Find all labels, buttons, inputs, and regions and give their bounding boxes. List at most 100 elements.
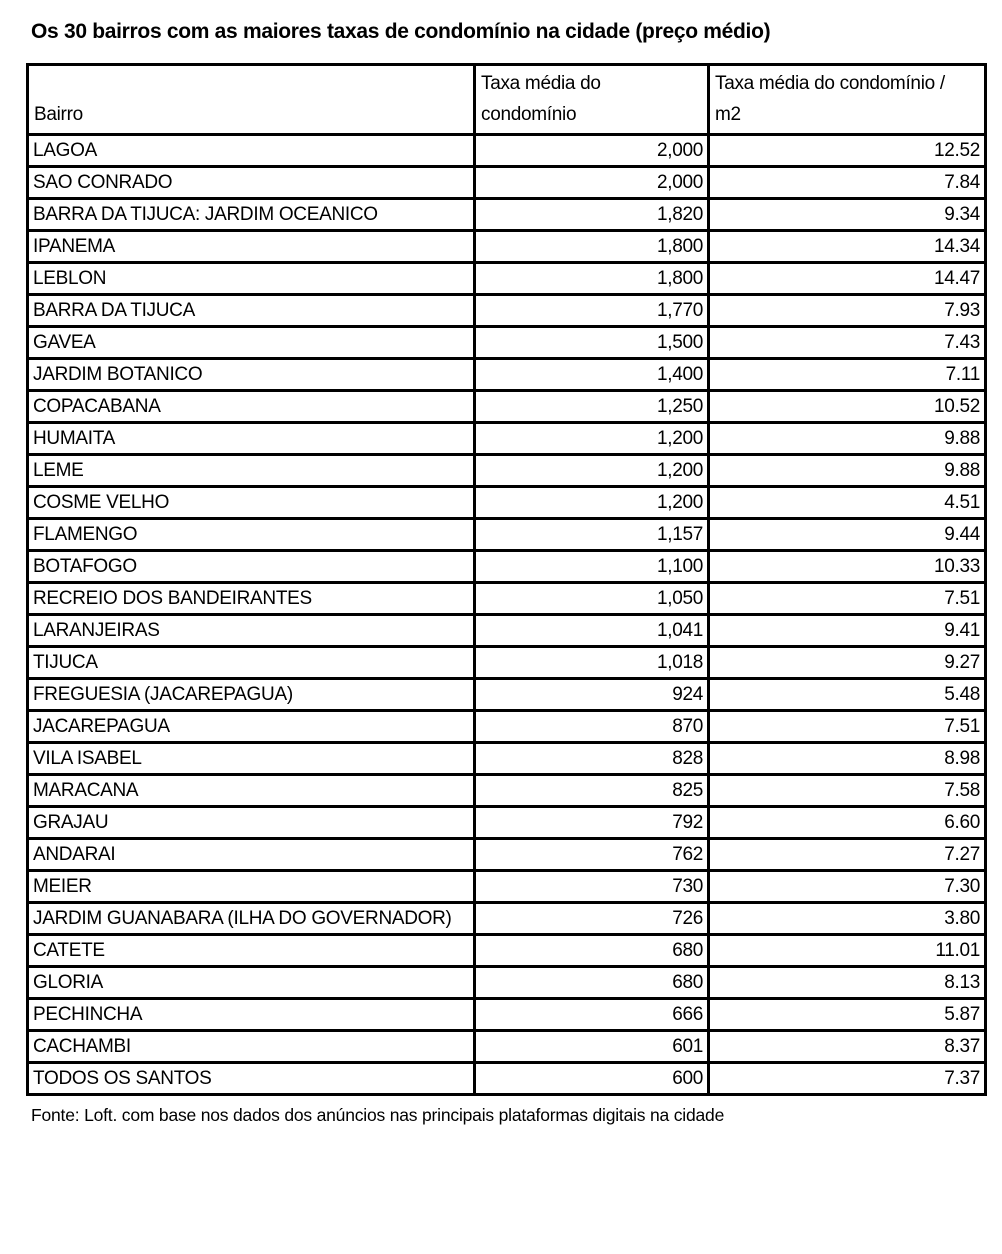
taxa-media-cell: 792 bbox=[473, 805, 710, 840]
bairro-cell: BARRA DA TIJUCA: JARDIM OCEANICO bbox=[26, 197, 476, 232]
taxa-media-cell: 825 bbox=[473, 773, 710, 808]
taxa-m2-cell: 9.27 bbox=[707, 645, 987, 680]
taxa-media-cell: 1,200 bbox=[473, 421, 710, 456]
bairro-cell: TODOS OS SANTOS bbox=[26, 1061, 476, 1096]
table-row: IPANEMA 1,800 14.34 bbox=[26, 229, 987, 264]
source-note: Fonte: Loft. com base nos dados dos anún… bbox=[31, 1105, 725, 1125]
table-row: FLAMENGO 1,157 9.44 bbox=[26, 517, 987, 552]
taxa-media-cell: 1,200 bbox=[473, 453, 710, 488]
bairro-cell: JARDIM GUANABARA (ILHA DO GOVERNADOR) bbox=[26, 901, 476, 936]
table-body: LAGOA 2,000 12.52 SAO CONRADO 2,000 7.84 BARRA… bbox=[26, 133, 987, 1096]
taxa-m2-cell: 10.52 bbox=[707, 389, 987, 424]
taxa-media-cell: 600 bbox=[473, 1061, 710, 1096]
table-row: JACAREPAGUA 870 7.51 bbox=[26, 709, 987, 744]
table-row: VILA ISABEL 828 8.98 bbox=[26, 741, 987, 776]
bairro-cell: ANDARAI bbox=[26, 837, 476, 872]
bairro-cell: FREGUESIA (JACAREPAGUA) bbox=[26, 677, 476, 712]
table-row: SAO CONRADO 2,000 7.84 bbox=[26, 165, 987, 200]
page-title: Os 30 bairros com as maiores taxas de co… bbox=[31, 20, 771, 43]
bairro-cell: FLAMENGO bbox=[26, 517, 476, 552]
taxa-media-cell: 726 bbox=[473, 901, 710, 936]
taxa-m2-cell: 9.88 bbox=[707, 421, 987, 456]
table-row: RECREIO DOS BANDEIRANTES 1,050 7.51 bbox=[26, 581, 987, 616]
taxa-media-cell: 1,157 bbox=[473, 517, 710, 552]
table-row: HUMAITA 1,200 9.88 bbox=[26, 421, 987, 456]
table-row: FREGUESIA (JACAREPAGUA) 924 5.48 bbox=[26, 677, 987, 712]
bairro-cell: RECREIO DOS BANDEIRANTES bbox=[26, 581, 476, 616]
table-row: JARDIM BOTANICO 1,400 7.11 bbox=[26, 357, 987, 392]
taxa-media-cell: 1,041 bbox=[473, 613, 710, 648]
bairro-cell: GAVEA bbox=[26, 325, 476, 360]
taxa-m2-cell: 9.34 bbox=[707, 197, 987, 232]
taxa-media-cell: 1,100 bbox=[473, 549, 710, 584]
taxa-m2-cell: 7.27 bbox=[707, 837, 987, 872]
bairro-cell: IPANEMA bbox=[26, 229, 476, 264]
taxa-m2-cell: 7.43 bbox=[707, 325, 987, 360]
bairro-cell: LEME bbox=[26, 453, 476, 488]
taxa-m2-cell: 6.60 bbox=[707, 805, 987, 840]
taxa-m2-cell: 7.11 bbox=[707, 357, 987, 392]
bairro-cell: JARDIM BOTANICO bbox=[26, 357, 476, 392]
taxa-media-cell: 870 bbox=[473, 709, 710, 744]
table-row: GAVEA 1,500 7.43 bbox=[26, 325, 987, 360]
table-row: JARDIM GUANABARA (ILHA DO GOVERNADOR) 726… bbox=[26, 901, 987, 936]
header-taxa-media: Taxa média do condomínio bbox=[473, 63, 710, 136]
condo-fee-table: Bairro Taxa média do condomínio Taxa méd… bbox=[26, 63, 987, 1096]
table-row: MARACANA 825 7.58 bbox=[26, 773, 987, 808]
table-header: Bairro Taxa média do condomínio Taxa méd… bbox=[26, 63, 987, 136]
bairro-cell: SAO CONRADO bbox=[26, 165, 476, 200]
taxa-media-cell: 1,200 bbox=[473, 485, 710, 520]
bairro-cell: BARRA DA TIJUCA bbox=[26, 293, 476, 328]
taxa-m2-cell: 9.88 bbox=[707, 453, 987, 488]
taxa-media-cell: 601 bbox=[473, 1029, 710, 1064]
taxa-m2-cell: 7.51 bbox=[707, 709, 987, 744]
table-row: ANDARAI 762 7.27 bbox=[26, 837, 987, 872]
header-bairro: Bairro bbox=[26, 63, 476, 136]
taxa-media-cell: 1,820 bbox=[473, 197, 710, 232]
taxa-m2-cell: 8.13 bbox=[707, 965, 987, 1000]
taxa-media-cell: 1,800 bbox=[473, 229, 710, 264]
taxa-media-cell: 762 bbox=[473, 837, 710, 872]
table-row: GRAJAU 792 6.60 bbox=[26, 805, 987, 840]
taxa-m2-cell: 8.98 bbox=[707, 741, 987, 776]
taxa-m2-cell: 7.84 bbox=[707, 165, 987, 200]
taxa-media-cell: 730 bbox=[473, 869, 710, 904]
bairro-cell: LARANJEIRAS bbox=[26, 613, 476, 648]
taxa-m2-cell: 4.51 bbox=[707, 485, 987, 520]
taxa-media-cell: 680 bbox=[473, 933, 710, 968]
taxa-media-cell: 1,800 bbox=[473, 261, 710, 296]
taxa-m2-cell: 11.01 bbox=[707, 933, 987, 968]
taxa-m2-cell: 8.37 bbox=[707, 1029, 987, 1064]
bairro-cell: TIJUCA bbox=[26, 645, 476, 680]
taxa-m2-cell: 10.33 bbox=[707, 549, 987, 584]
taxa-m2-cell: 14.34 bbox=[707, 229, 987, 264]
table-row: GLORIA 680 8.13 bbox=[26, 965, 987, 1000]
table-row: LEBLON 1,800 14.47 bbox=[26, 261, 987, 296]
table-row: BOTAFOGO 1,100 10.33 bbox=[26, 549, 987, 584]
table-row: LEME 1,200 9.88 bbox=[26, 453, 987, 488]
header-row: Bairro Taxa média do condomínio Taxa méd… bbox=[26, 63, 987, 136]
taxa-m2-cell: 7.58 bbox=[707, 773, 987, 808]
taxa-media-cell: 828 bbox=[473, 741, 710, 776]
table-row: COSME VELHO 1,200 4.51 bbox=[26, 485, 987, 520]
taxa-media-cell: 1,400 bbox=[473, 357, 710, 392]
taxa-media-cell: 1,250 bbox=[473, 389, 710, 424]
taxa-m2-cell: 5.48 bbox=[707, 677, 987, 712]
taxa-media-cell: 1,500 bbox=[473, 325, 710, 360]
table-row: LAGOA 2,000 12.52 bbox=[26, 133, 987, 168]
bairro-cell: MEIER bbox=[26, 869, 476, 904]
bairro-cell: MARACANA bbox=[26, 773, 476, 808]
taxa-m2-cell: 7.30 bbox=[707, 869, 987, 904]
taxa-media-cell: 666 bbox=[473, 997, 710, 1032]
taxa-m2-cell: 7.51 bbox=[707, 581, 987, 616]
table-row: MEIER 730 7.30 bbox=[26, 869, 987, 904]
bairro-cell: PECHINCHA bbox=[26, 997, 476, 1032]
taxa-media-cell: 2,000 bbox=[473, 165, 710, 200]
bairro-cell: HUMAITA bbox=[26, 421, 476, 456]
taxa-m2-cell: 7.93 bbox=[707, 293, 987, 328]
taxa-m2-cell: 7.37 bbox=[707, 1061, 987, 1096]
bairro-cell: LAGOA bbox=[26, 133, 476, 168]
bairro-cell: BOTAFOGO bbox=[26, 549, 476, 584]
taxa-m2-cell: 9.44 bbox=[707, 517, 987, 552]
taxa-media-cell: 924 bbox=[473, 677, 710, 712]
